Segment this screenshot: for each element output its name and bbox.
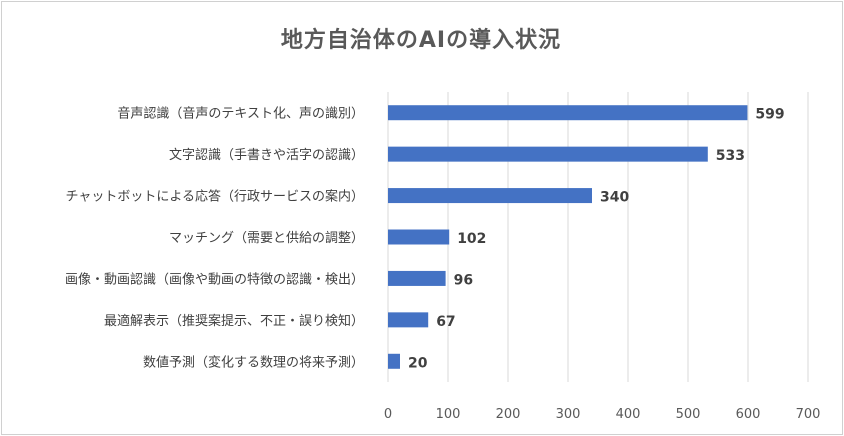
- category-label: 画像・動画認識（画像や動画の特徴の認識・検出）: [65, 271, 364, 287]
- bar: [388, 270, 446, 286]
- value-label: 20: [408, 355, 428, 371]
- gridlines: [387, 92, 809, 382]
- x-tick-label: 300: [556, 407, 581, 422]
- value-label: 533: [716, 148, 745, 164]
- value-label: 102: [457, 231, 486, 247]
- x-tick-label: 400: [616, 407, 641, 422]
- bar: [388, 229, 450, 245]
- x-tick-label: 700: [796, 407, 821, 422]
- x-tick-label: 600: [736, 407, 761, 422]
- bar: [388, 105, 748, 121]
- chart-title: 地方自治体のAIの導入状況: [280, 28, 562, 53]
- x-tick-label: 100: [436, 407, 461, 422]
- value-label: 67: [436, 314, 455, 330]
- category-label: 最適解表示（推奨案提示、不正・誤り検知）: [104, 313, 364, 329]
- labels: 0 100 200 300 400 500 600 700 音声認識（音声のテキスト化、声の識別…: [65, 106, 820, 422]
- category-label: チャットボットによる応答（行政サービスの案内）: [66, 189, 364, 205]
- category-label: 数値予測（変化する数理の将来予測）: [143, 354, 364, 370]
- value-label: 96: [454, 272, 473, 288]
- category-label: 文字認識（手書きや活字の認識）: [169, 147, 364, 163]
- bar: [388, 353, 400, 369]
- category-label: 音声認識（音声のテキスト化、声の識別）: [117, 106, 364, 122]
- bars: [388, 105, 748, 369]
- value-label: 599: [755, 107, 784, 123]
- bar: [388, 312, 429, 328]
- x-tick-label: 0: [384, 407, 392, 422]
- x-tick-label: 500: [676, 407, 701, 422]
- x-tick-label: 200: [496, 407, 521, 422]
- bar: [388, 146, 708, 162]
- value-label: 340: [600, 190, 629, 206]
- bar: [388, 188, 592, 204]
- category-label: マッチング（需要と供給の調整）: [169, 231, 364, 246]
